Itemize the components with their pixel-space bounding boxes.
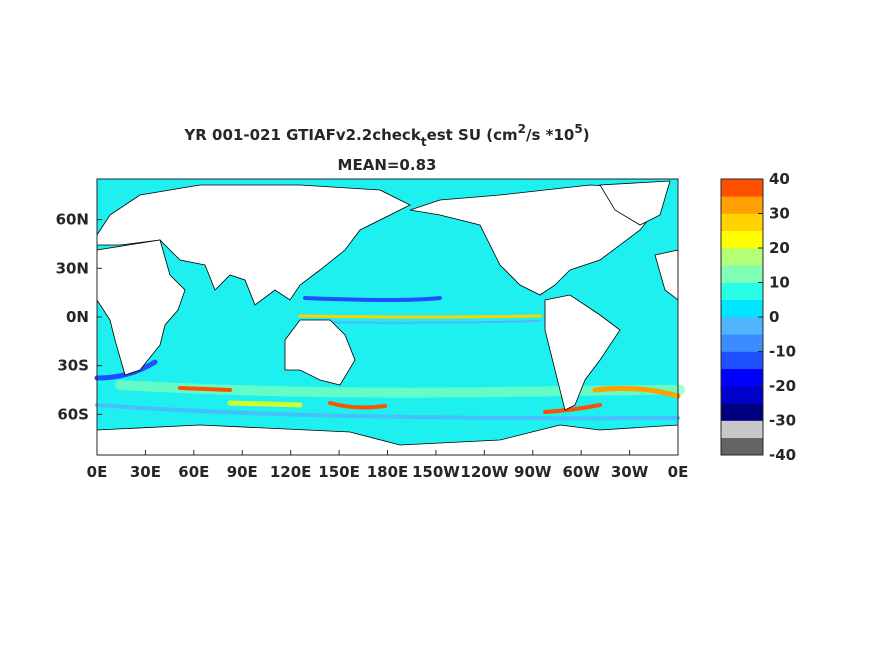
x-tick-label: 120E bbox=[270, 463, 312, 481]
colorbar-bin bbox=[721, 403, 763, 421]
y-tick-label: 30S bbox=[57, 357, 89, 375]
flow-feature bbox=[227, 400, 303, 408]
south-america bbox=[544, 294, 621, 411]
australia bbox=[284, 319, 356, 386]
eurasia bbox=[96, 184, 411, 306]
colorbar-bin bbox=[721, 213, 763, 232]
title-part: 2 bbox=[518, 122, 526, 136]
colorbar-tick-label: -40 bbox=[769, 446, 796, 464]
y-tick-label: 30N bbox=[56, 259, 89, 277]
colorbar-bin bbox=[721, 351, 763, 370]
title-part: ) bbox=[583, 126, 590, 144]
flow-feature bbox=[95, 403, 680, 421]
colorbar-tick-label: 20 bbox=[769, 239, 790, 257]
land bbox=[96, 180, 679, 456]
colorbar-bin bbox=[721, 282, 763, 301]
x-tick-label: 90E bbox=[227, 463, 258, 481]
title-part: est SU (cm bbox=[427, 126, 518, 144]
x-tick-label: 30E bbox=[130, 463, 161, 481]
x-tick-label: 180E bbox=[367, 463, 409, 481]
x-tick-label: 90W bbox=[514, 463, 552, 481]
colorbar-bin bbox=[721, 196, 763, 214]
x-tick-label: 30W bbox=[611, 463, 649, 481]
colorbar-tick-label: 10 bbox=[769, 274, 790, 292]
greenland bbox=[599, 180, 671, 226]
colorbar-bin bbox=[721, 179, 763, 197]
map bbox=[94, 178, 685, 456]
y-tick-label: 60S bbox=[57, 405, 89, 423]
y-tick-label: 60N bbox=[56, 211, 89, 229]
north-america bbox=[409, 184, 661, 296]
colorbar-bin bbox=[721, 334, 763, 352]
title-part: t bbox=[421, 135, 427, 149]
africa bbox=[96, 239, 186, 376]
flow-feature bbox=[298, 314, 542, 319]
flow-feature bbox=[543, 403, 602, 414]
chart-subtitle: MEAN=0.83 bbox=[338, 156, 437, 174]
colorbar-tick-label: -30 bbox=[769, 412, 796, 430]
colorbar-tick-label: 40 bbox=[769, 170, 790, 188]
title-part: 5 bbox=[574, 122, 582, 136]
colorbar-bin bbox=[721, 420, 763, 439]
colorbar-bin bbox=[721, 437, 763, 456]
flow-feature bbox=[592, 385, 681, 399]
colorbar-bin bbox=[721, 317, 763, 335]
flow-feature bbox=[328, 401, 387, 410]
chart-title: YR 001-021 GTIAFv2.2checktest SU (cm2/s … bbox=[183, 122, 589, 149]
colorbar-tick-label: 0 bbox=[769, 308, 779, 326]
flow-feature bbox=[178, 386, 232, 392]
x-tick-label: 0E bbox=[87, 463, 108, 481]
colorbar: 40 30 20 10 0 -10 -20 -30 -40 bbox=[720, 170, 796, 464]
axes: 0E 30E 60E 90E 120E 150E 180E 150W 120W 90W 60W 30W… bbox=[56, 211, 689, 481]
colorbar-tick-label: 30 bbox=[769, 205, 790, 223]
x-tick-label: 60E bbox=[178, 463, 209, 481]
y-tick-label: 0N bbox=[66, 308, 89, 326]
colorbar-bin bbox=[721, 230, 763, 249]
title-part: YR 001-021 GTIAFv2.2check bbox=[183, 126, 421, 144]
x-tick-label: 120W bbox=[460, 463, 508, 481]
colorbar-bin bbox=[721, 368, 763, 387]
colorbar-bin bbox=[721, 386, 763, 404]
colorbar-bin bbox=[721, 265, 763, 283]
x-tick-label: 0E bbox=[668, 463, 689, 481]
flow-feature bbox=[303, 296, 442, 302]
x-tick-label: 150W bbox=[412, 463, 460, 481]
colorbar-bin bbox=[721, 248, 763, 266]
colorbar-tick-label: -10 bbox=[769, 343, 796, 361]
x-tick-label: 60W bbox=[562, 463, 600, 481]
flow-features bbox=[94, 296, 685, 421]
x-tick-label: 150E bbox=[318, 463, 360, 481]
colorbar-bin bbox=[721, 299, 763, 318]
colorbar-tick-label: -20 bbox=[769, 377, 796, 395]
title-part: /s *10 bbox=[526, 126, 574, 144]
